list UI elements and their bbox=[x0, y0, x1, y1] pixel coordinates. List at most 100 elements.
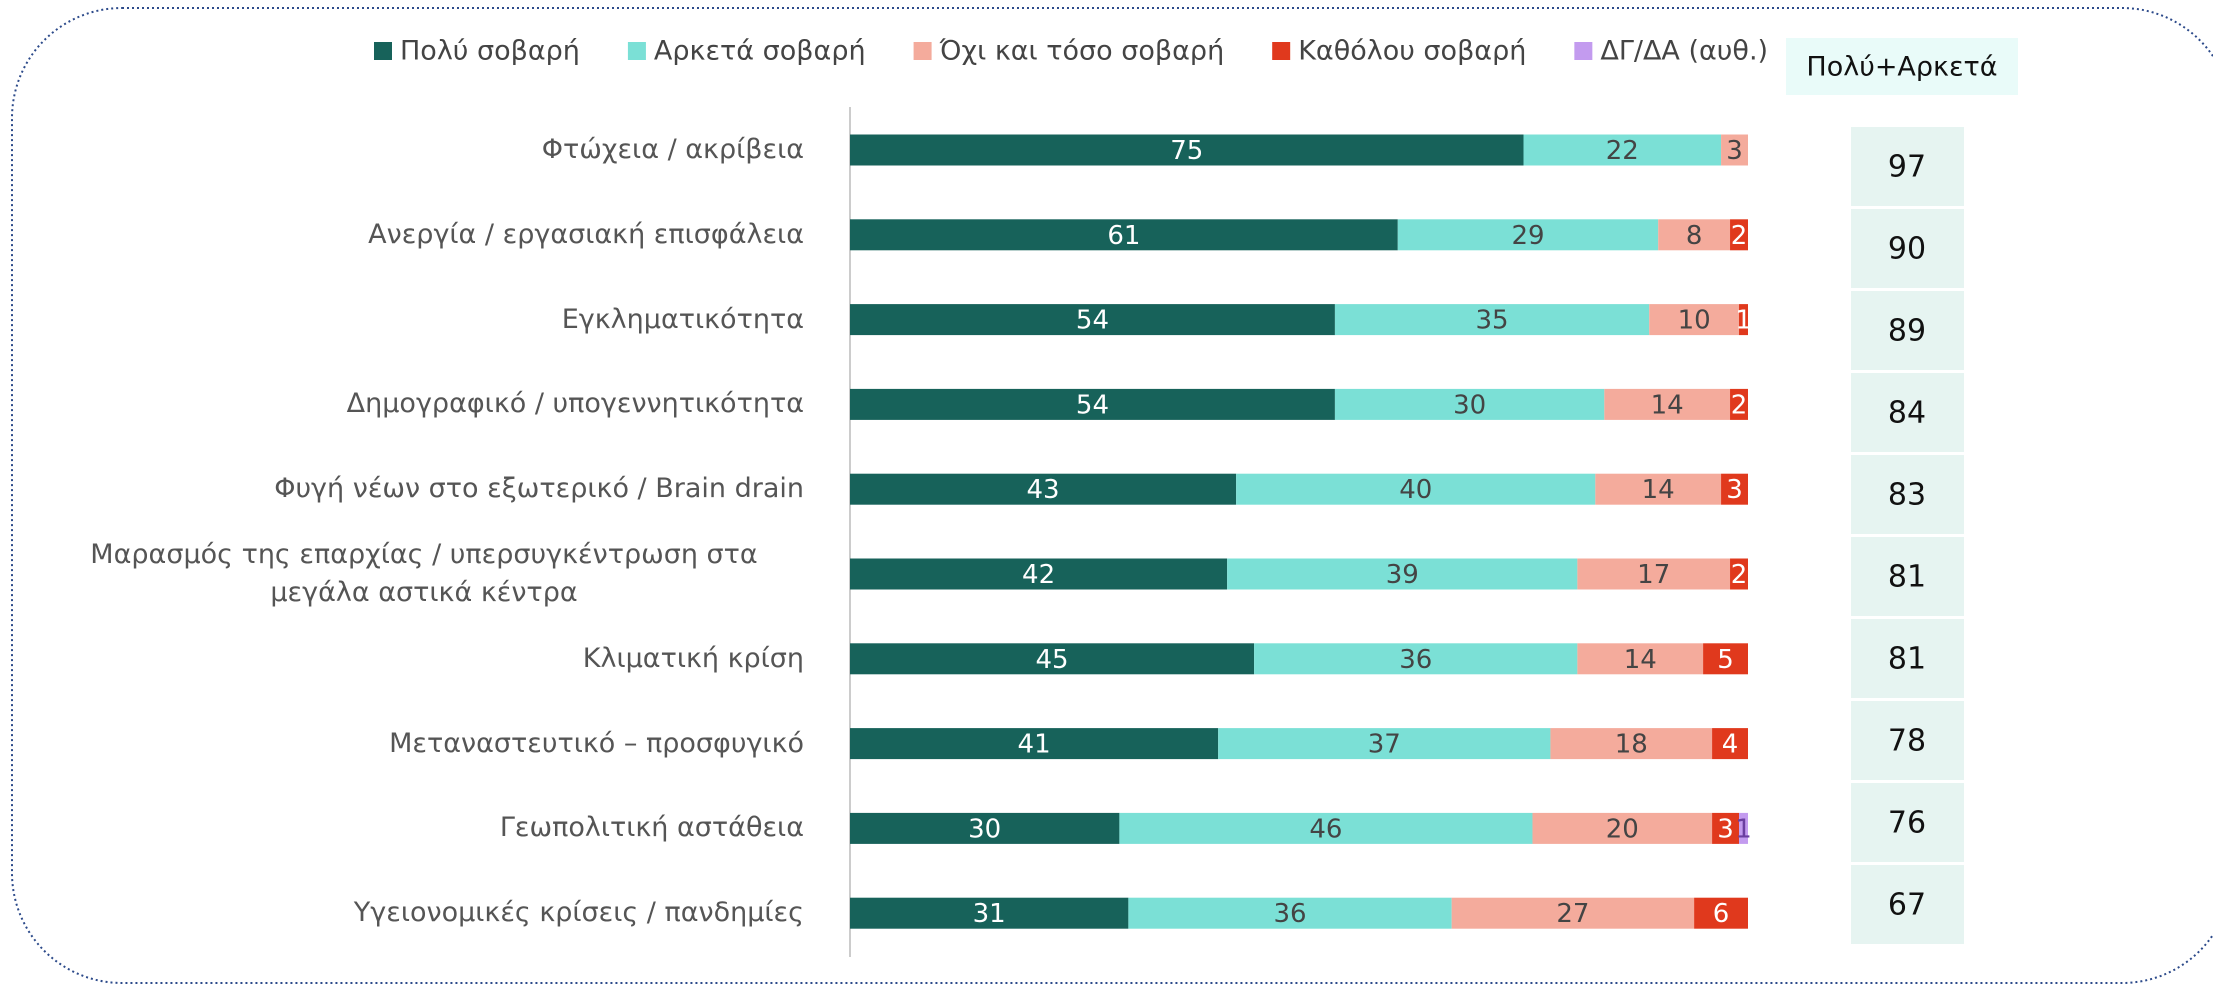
bar-segment bbox=[1451, 897, 1695, 929]
legend-label: Αρκετά σοβαρή bbox=[654, 36, 866, 67]
data-label: 17 bbox=[1637, 560, 1670, 590]
data-label: 37 bbox=[1368, 730, 1401, 760]
bar-segment bbox=[1739, 304, 1748, 336]
totals-title: Πολύ+Αρκετά bbox=[1806, 52, 1997, 83]
data-label: 40 bbox=[1399, 475, 1432, 505]
data-label: 27 bbox=[1556, 899, 1589, 929]
data-label: 14 bbox=[1624, 645, 1657, 675]
category-text: Μαρασμός της επαρχίας / υπερσυγκέντρωση … bbox=[90, 539, 758, 608]
category-label: Κλιματική κρίση bbox=[44, 609, 804, 709]
bar-segment bbox=[1577, 643, 1704, 675]
bar-segment bbox=[1658, 219, 1731, 251]
bar-segment bbox=[1128, 897, 1452, 929]
totals-value: 83 bbox=[1888, 478, 1926, 513]
bar-segment bbox=[850, 812, 1120, 844]
category-text: Εγκληματικότητα bbox=[561, 303, 804, 335]
legend-label: Πολύ σοβαρή bbox=[400, 36, 580, 67]
legend-label: Όχι και τόσο σοβαρή bbox=[939, 36, 1225, 67]
category-text: Μεταναστευτικό – προσφυγικό bbox=[389, 727, 804, 759]
data-label: 54 bbox=[1076, 306, 1109, 336]
bar-segment bbox=[1119, 812, 1533, 844]
totals-cell bbox=[1851, 209, 1964, 288]
data-label: 29 bbox=[1511, 221, 1544, 251]
bar-segment bbox=[1577, 558, 1731, 590]
category-label: Φυγή νέων στο εξωτερικό / Brain drain bbox=[44, 439, 804, 539]
data-label: 3 bbox=[1726, 475, 1743, 505]
bar-segment bbox=[1739, 812, 1748, 844]
category-text: Φυγή νέων στο εξωτερικό / Brain drain bbox=[274, 473, 804, 505]
bar-segment bbox=[1730, 558, 1748, 590]
data-label: 3 bbox=[1726, 136, 1743, 166]
bar-segment bbox=[1730, 388, 1748, 420]
bar-segment bbox=[850, 219, 1398, 251]
bar-segment bbox=[1254, 643, 1578, 675]
data-label: 30 bbox=[968, 814, 1001, 844]
totals-value: 90 bbox=[1888, 232, 1926, 267]
bar-segment bbox=[1227, 558, 1578, 590]
category-label: Φτώχεια / ακρίβεια bbox=[44, 100, 804, 200]
bar-segment bbox=[1334, 304, 1650, 336]
category-label: Μαρασμός της επαρχίας / υπερσυγκέντρωση … bbox=[44, 524, 804, 624]
totals-value: 78 bbox=[1888, 724, 1926, 759]
data-label: 2 bbox=[1731, 221, 1748, 251]
data-label: 45 bbox=[1036, 645, 1069, 675]
data-label: 31 bbox=[973, 899, 1006, 929]
category-label: Ανεργία / εργασιακή επισφάλεια bbox=[44, 185, 804, 285]
totals-cell bbox=[1851, 455, 1964, 534]
frame bbox=[11, 7, 2213, 984]
bar-segment bbox=[850, 388, 1335, 420]
totals-value: 67 bbox=[1888, 888, 1926, 923]
bar-segment bbox=[1730, 219, 1748, 251]
bar-segment bbox=[1721, 134, 1748, 166]
data-label: 22 bbox=[1606, 136, 1639, 166]
data-label: 2 bbox=[1731, 390, 1748, 420]
bar-segment bbox=[1649, 304, 1740, 336]
data-label: 75 bbox=[1170, 136, 1203, 166]
data-label: 2 bbox=[1731, 560, 1748, 590]
totals-cell bbox=[1851, 127, 1964, 206]
data-label: 54 bbox=[1076, 390, 1109, 420]
bar-segment bbox=[1532, 812, 1713, 844]
bar-segment bbox=[1703, 643, 1748, 675]
data-label: 1 bbox=[1735, 814, 1752, 844]
category-text: Δημογραφικό / υπογεννητικότητα bbox=[346, 388, 804, 420]
category-label: Δημογραφικό / υπογεννητικότητα bbox=[44, 354, 804, 454]
bar-segment bbox=[1604, 388, 1731, 420]
data-label: 41 bbox=[1018, 730, 1051, 760]
category-label: Μεταναστευτικό – προσφυγικό bbox=[44, 694, 804, 794]
data-label: 4 bbox=[1722, 730, 1739, 760]
category-text: Κλιματική κρίση bbox=[582, 642, 804, 674]
bar-segment bbox=[1236, 473, 1596, 505]
data-label: 46 bbox=[1309, 814, 1342, 844]
category-text: Γεωπολιτική αστάθεια bbox=[499, 812, 804, 844]
data-label: 5 bbox=[1717, 645, 1734, 675]
data-label: 42 bbox=[1022, 560, 1055, 590]
data-label: 14 bbox=[1651, 390, 1684, 420]
bar-segment bbox=[850, 304, 1335, 336]
bar-segment bbox=[1550, 728, 1713, 760]
legend-swatch bbox=[1574, 42, 1593, 60]
data-label: 36 bbox=[1273, 899, 1306, 929]
bar-segment bbox=[1218, 728, 1551, 760]
totals-cell bbox=[1851, 619, 1964, 698]
data-label: 8 bbox=[1686, 221, 1703, 251]
totals-cell bbox=[1851, 783, 1964, 862]
bar-segment bbox=[850, 473, 1237, 505]
category-text: Υγειονομικές κρίσεις / πανδημίες bbox=[353, 897, 804, 929]
category-text: Ανεργία / εργασιακή επισφάλεια bbox=[368, 218, 804, 250]
legend-swatch bbox=[1272, 42, 1291, 60]
data-label: 61 bbox=[1107, 221, 1140, 251]
bar-segment bbox=[850, 728, 1219, 760]
data-label: 20 bbox=[1606, 814, 1639, 844]
totals-cell bbox=[1851, 373, 1964, 452]
bar-segment bbox=[1397, 219, 1659, 251]
totals-value: 81 bbox=[1888, 560, 1926, 595]
bar-segment bbox=[850, 558, 1228, 590]
bar-segment bbox=[1595, 473, 1722, 505]
data-label: 30 bbox=[1453, 390, 1486, 420]
bar-segment bbox=[1721, 473, 1748, 505]
bar-segment bbox=[850, 897, 1129, 929]
data-label: 6 bbox=[1713, 899, 1730, 929]
totals-value: 89 bbox=[1888, 314, 1926, 349]
